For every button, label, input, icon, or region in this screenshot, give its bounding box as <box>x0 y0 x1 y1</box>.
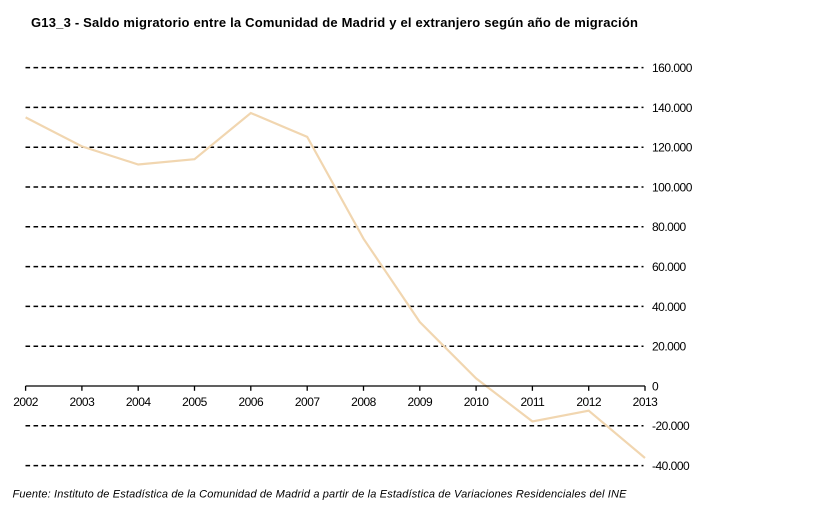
svg-text:160.000: 160.000 <box>652 61 693 75</box>
svg-text:-40.000: -40.000 <box>652 459 690 473</box>
svg-text:120.000: 120.000 <box>652 141 693 155</box>
svg-text:20.000: 20.000 <box>652 340 687 354</box>
svg-text:Fuente: Instituto de Estadísti: Fuente: Instituto de Estadística de la C… <box>13 488 628 500</box>
svg-text:2006: 2006 <box>238 395 264 409</box>
svg-text:40.000: 40.000 <box>652 300 687 314</box>
svg-text:2008: 2008 <box>351 395 377 409</box>
svg-text:60.000: 60.000 <box>652 260 687 274</box>
svg-text:0: 0 <box>652 379 659 393</box>
svg-text:G13_3 - Saldo migratorio entre: G13_3 - Saldo migratorio entre la Comuni… <box>31 15 638 30</box>
svg-text:2007: 2007 <box>295 395 321 409</box>
svg-text:2011: 2011 <box>520 395 545 409</box>
svg-text:-20.000: -20.000 <box>652 419 690 433</box>
svg-text:2010: 2010 <box>464 395 490 409</box>
svg-text:2013: 2013 <box>633 395 659 409</box>
svg-text:2004: 2004 <box>126 395 152 409</box>
svg-text:2009: 2009 <box>407 395 433 409</box>
svg-text:2003: 2003 <box>70 395 96 409</box>
svg-text:140.000: 140.000 <box>652 101 693 115</box>
svg-text:2012: 2012 <box>576 395 602 409</box>
svg-text:2005: 2005 <box>182 395 208 409</box>
svg-text:2002: 2002 <box>13 395 39 409</box>
svg-text:100.000: 100.000 <box>652 180 693 194</box>
svg-text:80.000: 80.000 <box>652 220 687 234</box>
